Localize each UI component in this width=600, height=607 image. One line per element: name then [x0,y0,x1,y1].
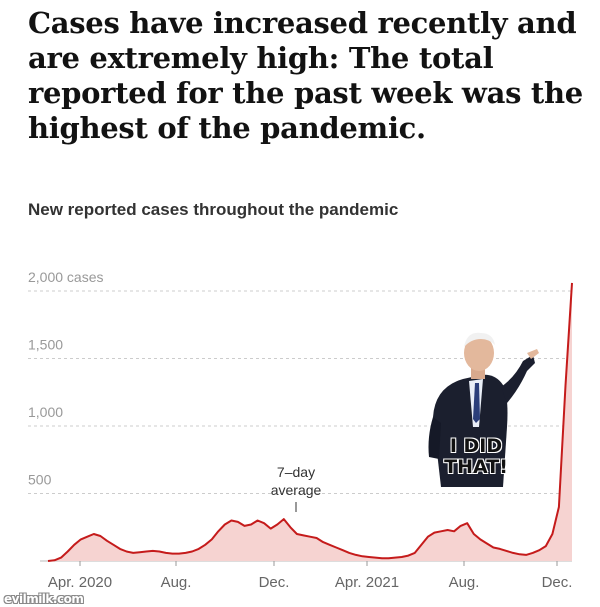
x-tick-label: Dec. [542,574,573,591]
meme-caption-line2: THAT! [444,456,508,478]
y-tick-label: 2,000 cases [28,269,104,285]
series-line [47,282,573,562]
headline: Cases have increased recently and are ex… [28,6,583,145]
chart-title: New reported cases throughout the pandem… [28,200,399,219]
y-tick-label: 1,000 [28,404,63,420]
annotation-label-line1: 7–day [277,464,315,480]
x-tick-label: Apr. 2020 [48,574,112,591]
y-tick-label: 1,500 [28,337,63,353]
x-tick-label: Aug. [449,574,480,591]
watermark: evilmilk.com [4,592,84,606]
meme-figure [428,332,539,487]
meme-caption: I DID THAT! [420,436,532,478]
x-axis: Apr. 2020 Aug. Dec. Apr. 2021 Aug. Dec. [48,561,573,591]
x-tick-label: Aug. [161,574,192,591]
annotation-label-line2: average [271,482,322,498]
series-line-path [47,282,573,562]
annotation: 7–day average [271,464,322,512]
x-tick-label: Dec. [259,574,290,591]
meme-caption-line1: I DID [449,435,503,457]
x-tick-label: Apr. 2021 [335,574,399,591]
chart: 2,000 cases 1,500 1,000 500 Apr. 2020 Aug. De… [28,269,573,591]
y-tick-label: 500 [28,472,52,488]
